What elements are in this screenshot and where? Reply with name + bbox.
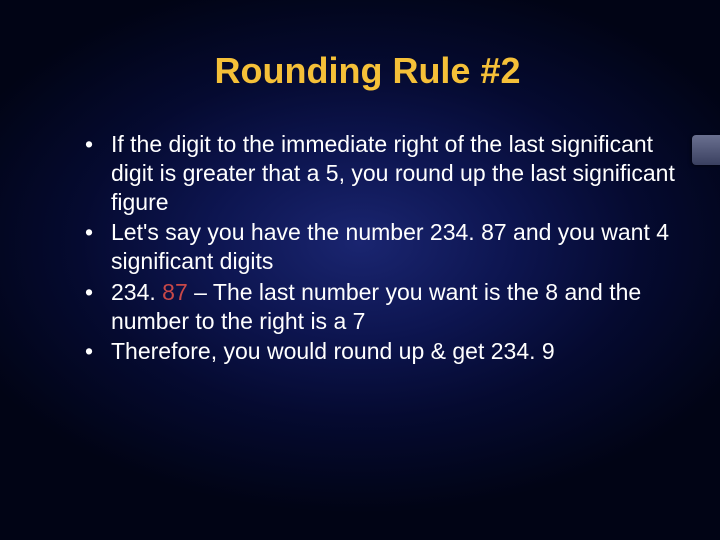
bullet-item: Let's say you have the number 234. 87 an… xyxy=(85,218,680,276)
bullet-prefix: 234. xyxy=(111,279,162,305)
bullet-list: If the digit to the immediate right of t… xyxy=(55,130,680,366)
bullet-item: Therefore, you would round up & get 234.… xyxy=(85,337,680,366)
slide-title: Rounding Rule #2 xyxy=(55,50,680,92)
bullet-suffix: – The last number you want is the 8 and … xyxy=(111,279,641,334)
slide-container: Rounding Rule #2 If the digit to the imm… xyxy=(0,0,720,540)
bullet-item: 234. 87 – The last number you want is th… xyxy=(85,278,680,336)
decor-shape xyxy=(692,135,720,165)
bullet-text: If the digit to the immediate right of t… xyxy=(111,131,675,215)
bullet-text: Let's say you have the number 234. 87 an… xyxy=(111,219,669,274)
bullet-highlight: 87 xyxy=(162,279,188,305)
bullet-item: If the digit to the immediate right of t… xyxy=(85,130,680,216)
bullet-text: Therefore, you would round up & get 234.… xyxy=(111,338,555,364)
